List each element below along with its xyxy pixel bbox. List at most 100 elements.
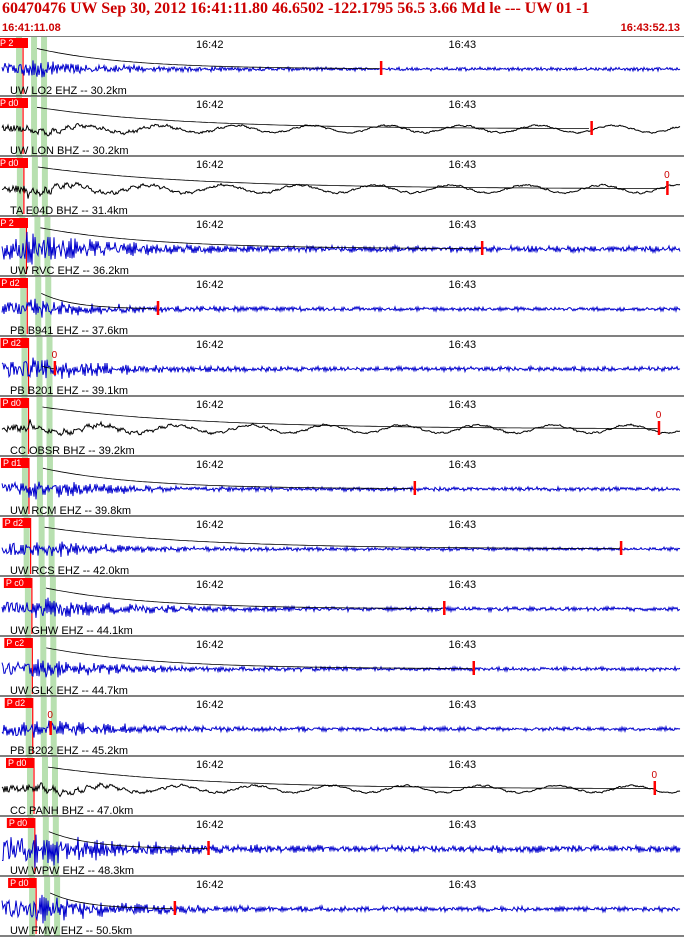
- time-tick-label: 16:43: [449, 39, 477, 51]
- coda-curve: [42, 406, 658, 429]
- pick-flag: [3, 578, 32, 588]
- coda-curve: [49, 892, 174, 909]
- station-label: UW FMW EHZ -- 50.5km: [10, 925, 132, 937]
- coda-end-marker: [653, 781, 657, 795]
- pick-label: P d0: [9, 818, 27, 828]
- trace-panel: P d1 16:42 16:43 UW RCM EHZ -- 39.8km: [0, 455, 684, 517]
- pick-flag: [0, 278, 28, 288]
- analysis-window: [40, 697, 47, 756]
- pick-label: P d1: [3, 458, 21, 468]
- time-tick-label: 16:42: [196, 219, 224, 231]
- coda-curve: [36, 106, 590, 129]
- coda-marker-label: 0: [664, 170, 670, 181]
- analysis-window: [46, 397, 53, 456]
- analysis-window: [34, 217, 41, 276]
- time-tick-label: 16:43: [449, 339, 477, 351]
- station-label: UW GLK EHZ -- 44.7km: [10, 685, 128, 697]
- waveform: [1, 357, 681, 379]
- coda-end-marker: [53, 361, 57, 375]
- analysis-window: [16, 157, 23, 216]
- station-label: UW LON BHZ -- 30.2km: [10, 145, 129, 157]
- analysis-window: [48, 517, 55, 576]
- coda-end-marker: [657, 421, 661, 435]
- trace-panel: P d2 16:42 16:43 UW RCS EHZ -- 42.0km: [0, 515, 684, 577]
- analysis-window: [31, 37, 38, 96]
- time-tick-label: 16:43: [449, 219, 477, 231]
- coda-curve: [46, 647, 473, 669]
- analysis-window: [21, 457, 28, 516]
- coda-marker-label: 0: [52, 350, 58, 361]
- coda-end-marker: [207, 841, 210, 855]
- time-tick-label: 16:43: [449, 819, 477, 831]
- pick-flag: [8, 878, 37, 888]
- trace-panel: P d0 16:42 16:43 UW FMW EHZ -- 50.5km: [0, 875, 684, 937]
- time-tick-label: 16:42: [196, 399, 224, 411]
- waveform: [1, 894, 681, 924]
- pick-flag: [5, 758, 34, 768]
- pick-flag: [4, 638, 33, 648]
- pick-label: P d0: [3, 398, 21, 408]
- pick-flag: [0, 218, 28, 228]
- analysis-window: [16, 97, 23, 156]
- coda-curve: [44, 526, 621, 549]
- time-tick-label: 16:43: [449, 99, 477, 111]
- waveform: [1, 419, 680, 437]
- trace-panel: P d2 16:42 16:43 0 PB B202 EHZ -- 45.2km: [0, 695, 684, 757]
- time-tick-label: 16:42: [196, 639, 224, 651]
- time-tick-label: 16:43: [449, 519, 477, 531]
- pick-label: P c2: [6, 638, 24, 648]
- pick-label: P d0: [10, 878, 28, 888]
- waveform: [1, 298, 681, 318]
- coda-marker-label: 0: [47, 710, 53, 721]
- time-tick-label: 16:42: [196, 279, 224, 291]
- coda-curve: [47, 766, 654, 789]
- time-tick-label: 16:43: [449, 759, 477, 771]
- pick-label: P d0: [0, 158, 18, 168]
- coda-marker-label: 0: [652, 770, 658, 781]
- coda-curve: [42, 467, 412, 489]
- trace-panel: P 2 16:42 16:43 UW RVC EHZ -- 36.2km: [0, 215, 684, 277]
- trace-panel: P d0 16:42 16:43 0 CC PANH BHZ -- 47.0km: [0, 755, 684, 817]
- waveform: [1, 480, 681, 500]
- time-tick-label: 16:42: [196, 159, 224, 171]
- analysis-window: [52, 817, 59, 876]
- pick-flag: [0, 398, 29, 408]
- trace-panel: P d0 16:42 16:43 0 TA E04D BHZ -- 31.4km: [0, 155, 684, 217]
- time-tick-label: 16:42: [196, 879, 224, 891]
- pick-label: P 2: [0, 38, 13, 48]
- station-label: UW GHW EHZ -- 44.1km: [10, 625, 133, 637]
- waveform: [1, 60, 681, 78]
- coda-end-marker: [480, 241, 484, 255]
- station-label: UW WPW EHZ -- 48.3km: [10, 865, 134, 877]
- pick-flag: [0, 158, 28, 168]
- waveform: [1, 834, 681, 868]
- pick-label: P d0: [8, 758, 26, 768]
- analysis-window: [29, 877, 36, 936]
- trace-panel: P d2 16:42 16:43 0 PB B201 EHZ -- 39.1km: [0, 335, 684, 397]
- station-label: CC OBSR BHZ -- 39.2km: [10, 445, 135, 457]
- coda-marker-label: 0: [656, 410, 662, 421]
- coda-end-marker: [413, 481, 417, 495]
- coda-curve: [36, 48, 380, 69]
- trace-panel: P c0 16:42 16:43 UW GHW EHZ -- 44.1km: [0, 575, 684, 637]
- time-tick-label: 16:42: [196, 519, 224, 531]
- start-time: 16:41:11.08: [2, 22, 61, 34]
- waveform: [1, 541, 681, 557]
- pick-label: P c0: [6, 578, 24, 588]
- station-label: CC PANH BHZ -- 47.0km: [10, 805, 133, 817]
- waveform: [1, 122, 681, 137]
- coda-curve: [45, 587, 442, 609]
- time-tick-label: 16:43: [449, 699, 477, 711]
- analysis-window: [41, 37, 48, 96]
- coda-end-marker: [379, 61, 383, 75]
- station-label: PB B941 EHZ -- 37.6km: [10, 325, 128, 337]
- analysis-window: [46, 457, 53, 516]
- pick-label: P d2: [5, 518, 23, 528]
- analysis-window: [25, 637, 32, 696]
- time-tick-label: 16:43: [449, 399, 477, 411]
- coda-curve: [41, 293, 156, 309]
- time-tick-label: 16:43: [449, 279, 477, 291]
- coda-end-marker: [173, 901, 177, 915]
- coda-end-marker: [443, 601, 446, 615]
- analysis-window: [31, 157, 38, 216]
